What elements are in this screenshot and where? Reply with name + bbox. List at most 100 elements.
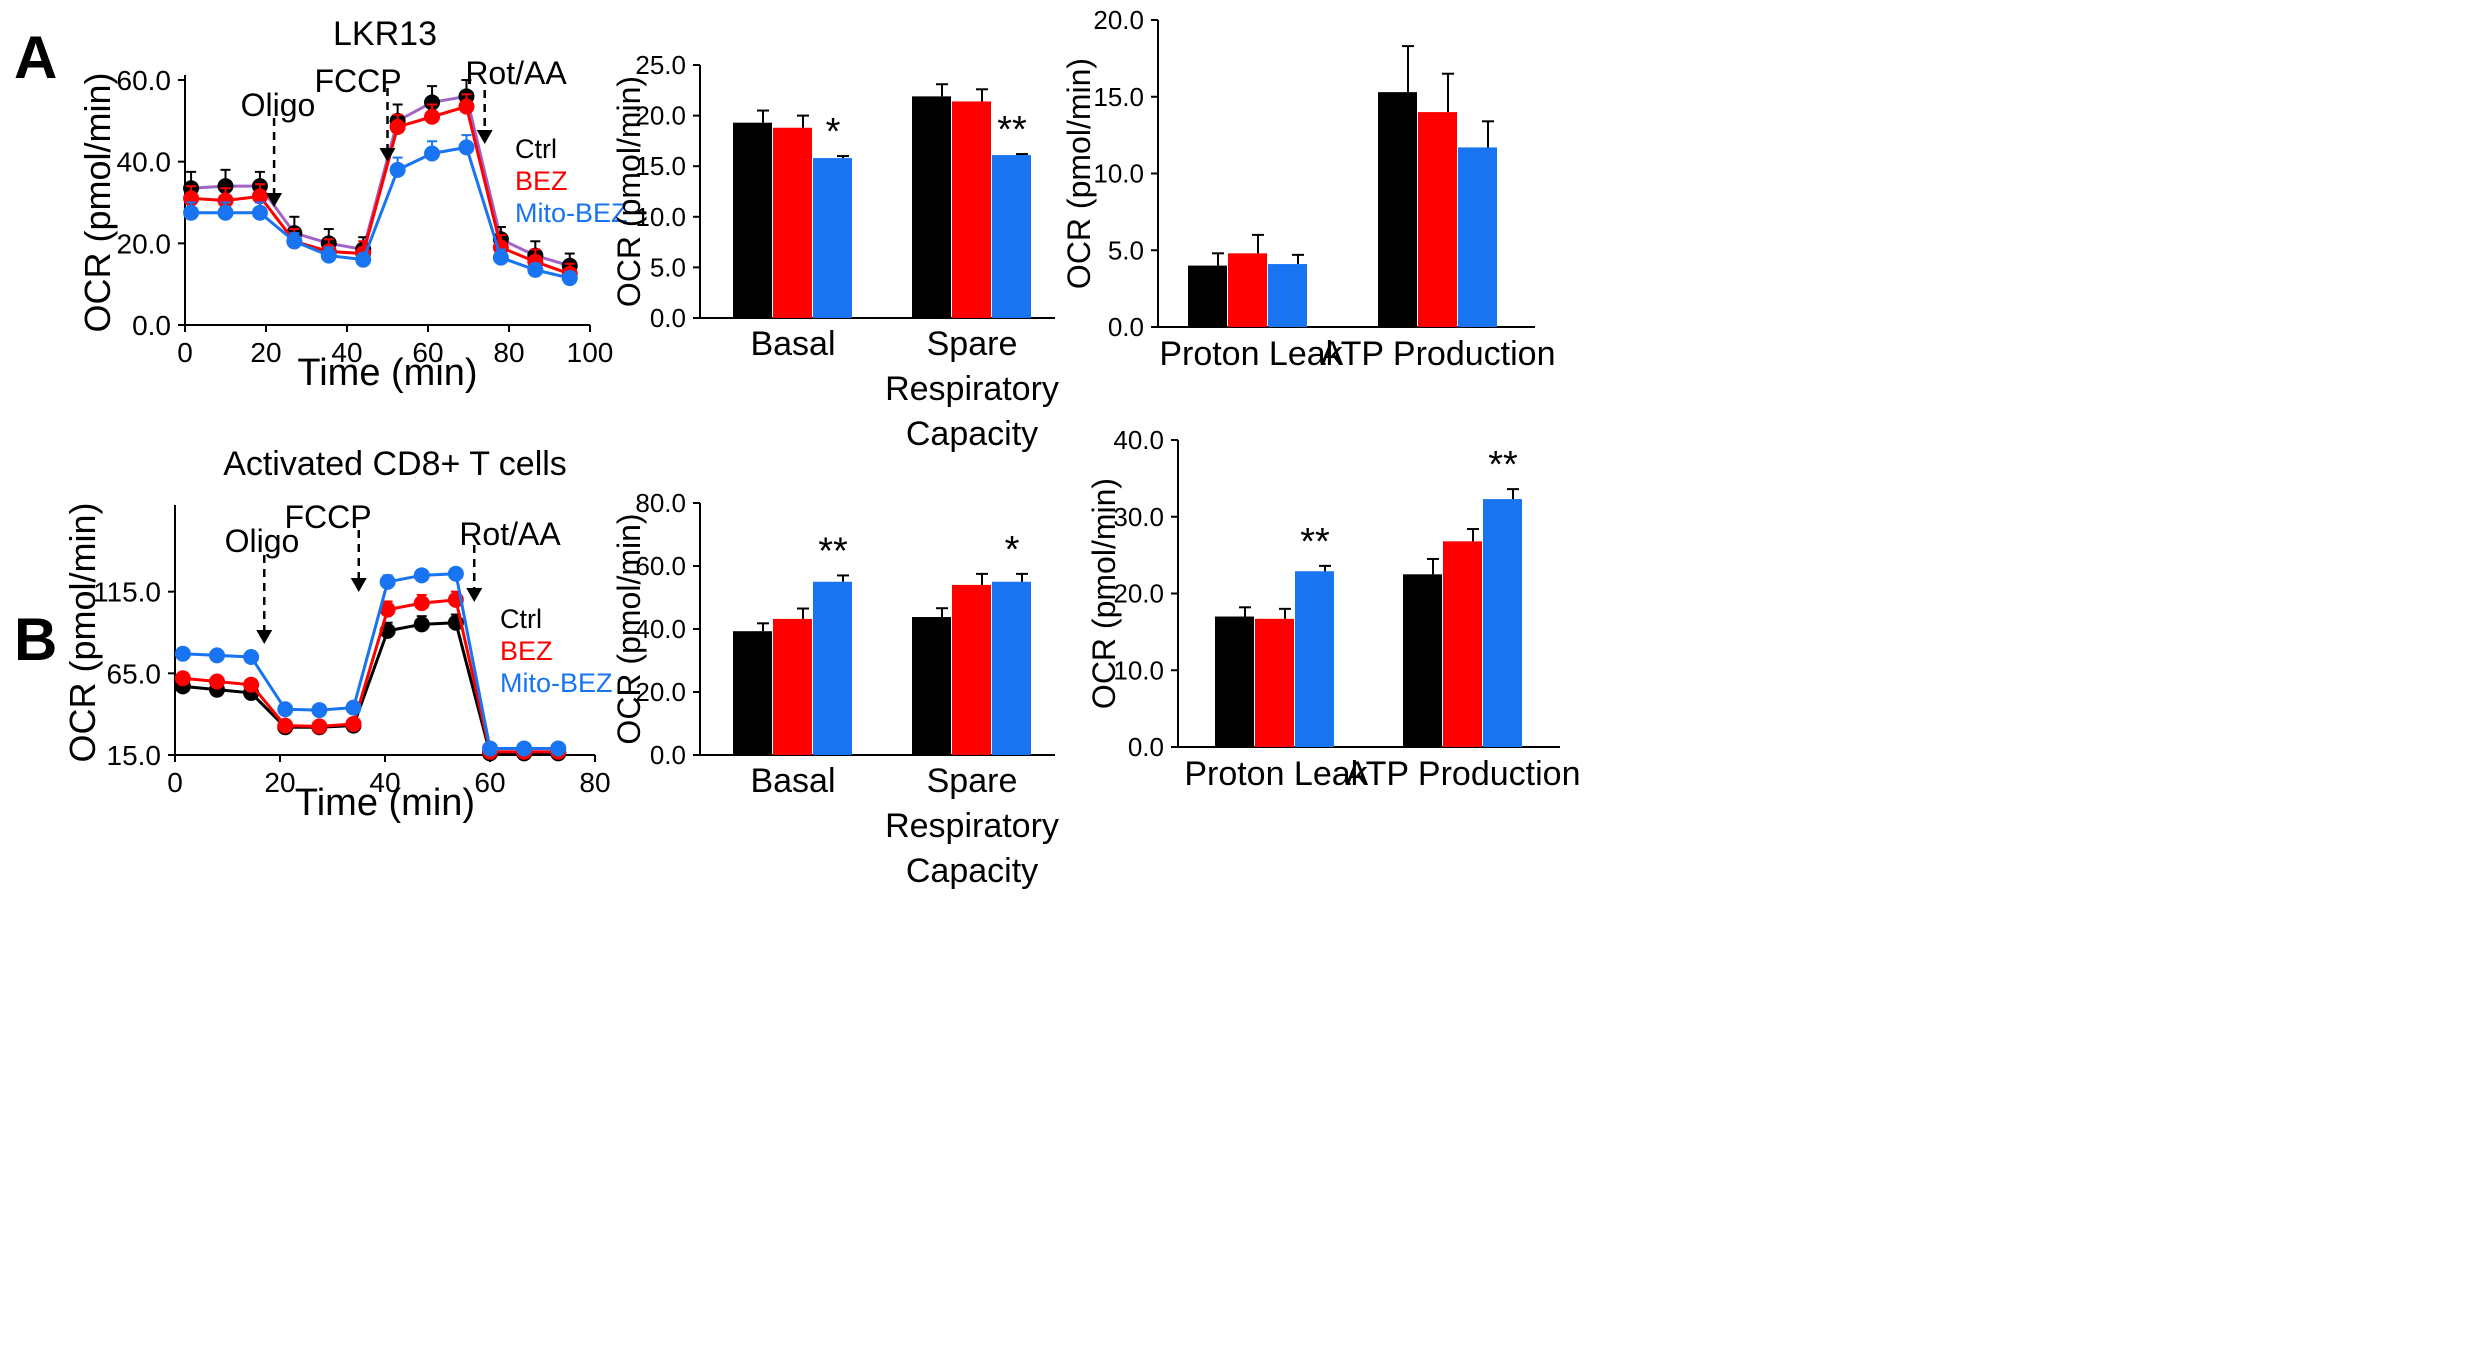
bar-bez: [773, 618, 812, 755]
bar-ctrl: [1215, 616, 1254, 747]
data-point-ctrl: [413, 616, 430, 633]
bar-mito-bez: [992, 581, 1031, 755]
chart-B_leak_atp: 0.0 10.0 20.0 30.0 40.0 OCR (pmol/min) Proton …: [1086, 425, 1580, 793]
bar-mito-bez: [813, 158, 852, 318]
bar-bez: [1255, 618, 1294, 747]
x-axis-label: Time (min): [295, 782, 475, 824]
y-tick-label: 80.0: [635, 488, 686, 518]
bar-ctrl: [1378, 92, 1417, 328]
category-label: Respiratory: [885, 807, 1059, 845]
x-tick-label: 60: [412, 337, 443, 368]
series-line-mito-bez: [191, 145, 571, 280]
data-point-mito-bez: [355, 251, 372, 268]
data-point-bez: [458, 98, 475, 115]
y-tick-label: 10.0: [1093, 159, 1144, 189]
data-point-mito-bez: [447, 565, 464, 582]
data-point-mito-bez: [424, 145, 441, 162]
y-axis-label: OCR (pmol/min): [1061, 58, 1097, 289]
y-tick-label: 115.0: [93, 577, 161, 608]
y-tick-label: 30.0: [1113, 502, 1164, 532]
x-axis-label: Time (min): [297, 352, 477, 394]
data-point-mito-bez: [183, 204, 200, 221]
data-point-bez: [251, 188, 268, 205]
series-line-bez: [190, 104, 571, 276]
data-point-mito-bez: [174, 645, 191, 662]
significance-marker: **: [1300, 521, 1330, 563]
data-point-bez: [379, 601, 396, 618]
bar-bez: [773, 127, 812, 318]
data-point-mito-bez: [217, 204, 234, 221]
chart-A_leak_atp: 0.0 5.0 10.0 15.0 20.0 OCR (pmol/min) Proton L…: [1061, 5, 1555, 373]
data-point-bez: [209, 673, 225, 690]
data-point-mito-bez: [413, 567, 430, 584]
significance-marker: **: [1488, 444, 1518, 486]
category-label: Proton Leak: [1184, 755, 1368, 793]
y-tick-label: 10.0: [1113, 655, 1164, 685]
y-tick-label: 10.0: [635, 202, 686, 232]
y-tick-label: 60.0: [635, 551, 686, 581]
injection-label: Oligo: [241, 87, 316, 123]
y-tick-label: 5.0: [1108, 235, 1144, 265]
y-tick-label: 20.0: [635, 677, 686, 707]
legend-entry: Mito-BEZ: [515, 198, 628, 228]
category-label: Proton Leak: [1159, 335, 1343, 373]
significance-marker: **: [818, 530, 848, 572]
data-point-mito-bez: [311, 702, 328, 719]
bar-bez: [1418, 112, 1457, 327]
bar-bez: [952, 584, 991, 755]
bar-ctrl: [1403, 574, 1442, 747]
y-axis-label: OCR (pmol/min): [1086, 478, 1122, 709]
data-point-bez: [311, 718, 328, 735]
y-axis-label: OCR (pmol/min): [62, 502, 103, 762]
x-tick-label: 20: [264, 767, 295, 798]
category-label: Respiratory: [885, 370, 1059, 408]
significance-marker: *: [1005, 529, 1020, 571]
data-point-mito-bez: [492, 249, 509, 266]
chart-title: LKR13: [333, 15, 437, 53]
legend-entry: BEZ: [515, 166, 568, 196]
y-tick-label: 0.0: [650, 740, 686, 770]
data-point-mito-bez: [243, 649, 260, 665]
bar-ctrl: [733, 122, 772, 319]
x-tick-label: 0: [177, 337, 193, 368]
y-tick-label: 40.0: [635, 614, 686, 644]
panel-label-a: A: [14, 24, 57, 91]
y-tick-label: 15.0: [107, 740, 162, 771]
bar-ctrl: [733, 631, 772, 755]
x-tick-label: 60: [474, 767, 505, 798]
chart-B_timecourse: 0 20 40 60 80 15.0 65.0 115.0 Activated CD8+ T c…: [62, 445, 613, 824]
x-tick-label: 80: [493, 337, 524, 368]
data-point-mito-bez: [516, 740, 533, 757]
arrow-head: [266, 193, 283, 207]
legend-entry: Ctrl: [515, 134, 557, 164]
y-tick-label: 0.0: [650, 303, 686, 333]
bar-mito-bez: [992, 155, 1031, 318]
data-point-mito-bez: [458, 139, 475, 156]
data-point-ctrl: [424, 94, 441, 111]
y-tick-label: 15.0: [635, 151, 686, 181]
y-tick-label: 60.0: [117, 65, 172, 96]
y-tick-label: 65.0: [107, 658, 162, 689]
data-point-mito-bez: [379, 573, 396, 590]
chart-title: Activated CD8+ T cells: [223, 445, 567, 483]
y-tick-label: 0.0: [132, 310, 171, 341]
data-point-mito-bez: [286, 233, 303, 250]
bar-bez: [1443, 541, 1482, 747]
injection-label: Rot/AA: [465, 55, 567, 91]
arrow-head: [350, 578, 367, 592]
arrow-head: [379, 148, 396, 162]
y-tick-label: 20.0: [1113, 579, 1164, 609]
category-label: ATP Production: [1346, 755, 1581, 793]
category-label: ATP Production: [1321, 335, 1556, 373]
y-tick-label: 20.0: [117, 228, 172, 259]
category-label: Basal: [750, 762, 835, 800]
x-tick-label: 40: [331, 337, 362, 368]
data-point-bez: [345, 715, 362, 732]
data-point-mito-bez: [527, 261, 544, 278]
data-point-bez: [277, 717, 294, 734]
data-point-mito-bez: [277, 701, 294, 718]
category-label: Capacity: [906, 415, 1038, 453]
panel-label-b: B: [14, 606, 57, 673]
